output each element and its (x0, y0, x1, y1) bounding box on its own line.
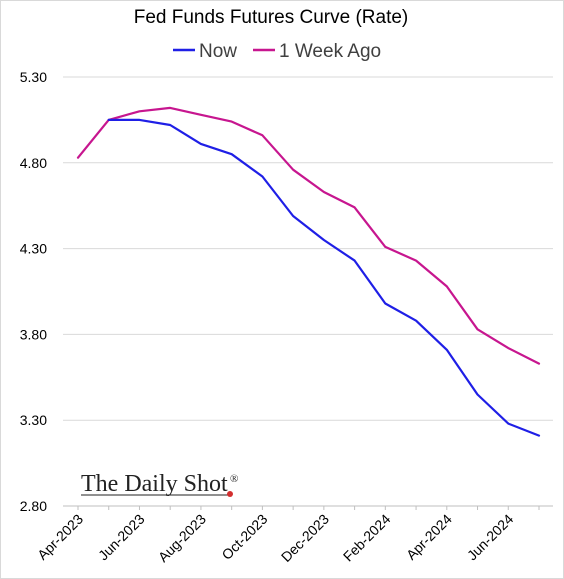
y-tick-label: 3.80 (20, 326, 47, 342)
x-tick-label: Jun-2023 (95, 511, 148, 564)
gridlines (63, 76, 553, 421)
legend-label: Now (199, 41, 237, 62)
x-tick-label: Aug-2023 (155, 511, 209, 565)
x-tick-label: Apr-2023 (34, 511, 86, 563)
series-line-now (107, 118, 541, 437)
x-tick-label: Oct-2023 (218, 511, 270, 563)
x-axis: Apr-2023 Jun-2023 Aug-2023 Oct-2023 Dec-2023… (34, 505, 553, 565)
watermark-dot (227, 491, 233, 497)
legend-item: 1 Week Ago (253, 41, 381, 62)
x-tick-label: Feb-2024 (340, 511, 394, 565)
y-tick-label: 4.30 (20, 241, 47, 257)
legend: Now 1 Week Ago (173, 41, 381, 62)
y-axis: 2.80 3.30 3.80 4.30 4.80 5.30 (20, 69, 47, 514)
watermark-registered-mark: ® (230, 473, 238, 485)
watermark-text: The Daily Shot (81, 471, 228, 497)
watermark-logo: The Daily Shot ® (81, 471, 238, 497)
y-tick-label: 5.30 (20, 69, 47, 85)
series-layer (76, 106, 541, 437)
x-tick-label: Jun-2024 (464, 511, 517, 564)
series-line-1-week-ago (76, 106, 541, 365)
y-tick-label: 2.80 (20, 498, 47, 514)
x-tick-label: Apr-2024 (403, 511, 455, 563)
legend-item: Now (173, 41, 237, 62)
chart-title: Fed Funds Futures Curve (Rate) (134, 7, 409, 28)
legend-label: 1 Week Ago (279, 41, 381, 62)
x-tick-label: Dec-2023 (278, 511, 332, 565)
y-tick-label: 4.80 (20, 155, 47, 171)
y-tick-label: 3.30 (20, 412, 47, 428)
